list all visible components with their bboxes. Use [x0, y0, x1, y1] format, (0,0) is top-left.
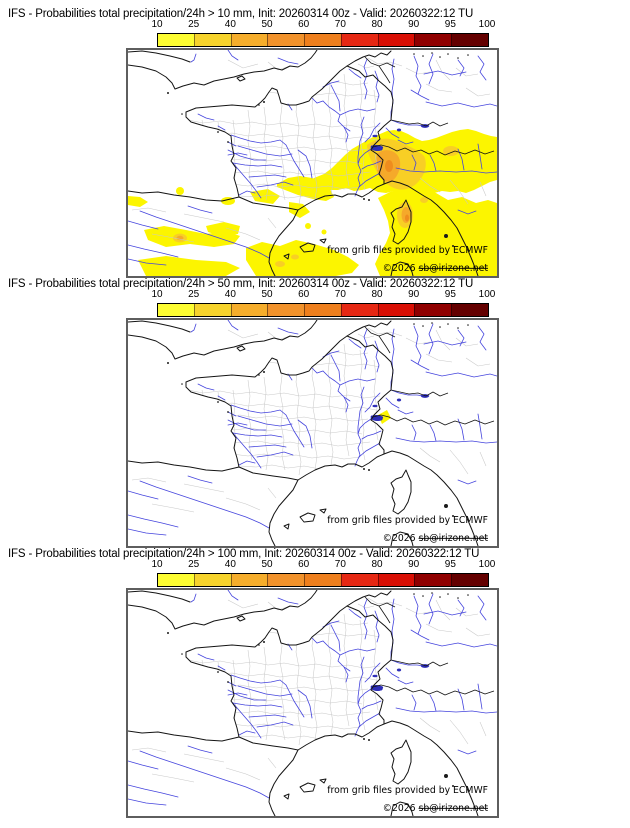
colorbar-tick-label: 50: [261, 19, 273, 30]
colorbar: [157, 33, 489, 47]
colorbar-tick-label: 10: [151, 19, 163, 30]
colorbar-segment: [304, 34, 341, 46]
basemap-instance: [128, 590, 497, 816]
colorbar-segment: [340, 574, 378, 586]
colorbar-segment: [451, 34, 489, 46]
colorbar-tick-label: 40: [224, 289, 236, 300]
colorbar: [157, 303, 489, 317]
colorbar-tick-label: 70: [334, 19, 346, 30]
colorbar-segment: [377, 574, 415, 586]
colorbar-segment: [304, 574, 341, 586]
colorbar-tick-label: 25: [188, 559, 200, 570]
colorbar-ticks: 10 25 40 50 60 70 80 90 95 100: [151, 19, 495, 31]
colorbar-segment: [377, 34, 415, 46]
colorbar-tick-label: 90: [408, 559, 420, 570]
map-precip-100mm: [126, 588, 499, 818]
precipitation-areas-layer: [378, 410, 391, 424]
colorbar-ticks: 10 25 40 50 60 70 80 90 95 100: [151, 289, 495, 301]
colorbar-segment: [193, 304, 231, 316]
colorbar-segment: [158, 34, 194, 46]
colorbar-tick-label: 70: [334, 289, 346, 300]
colorbar-tick-label: 10: [151, 289, 163, 300]
colorbar-segment: [451, 574, 489, 586]
colorbar-tick-label: 95: [444, 19, 456, 30]
colorbar-segment: [340, 34, 378, 46]
colorbar-tick-label: 80: [371, 19, 383, 30]
colorbar: [157, 573, 489, 587]
colorbar-tick-label: 90: [408, 289, 420, 300]
colorbar-tick-label: 60: [298, 559, 310, 570]
colorbar-segment: [414, 304, 452, 316]
colorbar-segment: [230, 304, 268, 316]
colorbar-segment: [304, 304, 341, 316]
colorbar-segment: [267, 574, 305, 586]
colorbar-segment: [267, 34, 305, 46]
colorbar-tick-label: 50: [261, 289, 273, 300]
colorbar-tick-label: 25: [188, 19, 200, 30]
basemap-instance: [128, 320, 497, 546]
colorbar-segment: [158, 304, 194, 316]
colorbar-tick-label: 40: [224, 559, 236, 570]
colorbar-tick-label: 60: [298, 19, 310, 30]
colorbar-tick-label: 100: [478, 19, 496, 30]
colorbar-tick-label: 50: [261, 559, 273, 570]
colorbar-ticks: 10 25 40 50 60 70 80 90 95 100: [151, 559, 495, 571]
colorbar-segment: [267, 304, 305, 316]
panel-title: IFS - Probabilities total precipitation/…: [8, 548, 480, 560]
colorbar-tick-label: 95: [444, 289, 456, 300]
colorbar-tick-label: 40: [224, 19, 236, 30]
panel-precip-50mm: IFS - Probabilities total precipitation/…: [0, 270, 630, 548]
colorbar-tick-label: 100: [478, 559, 496, 570]
colorbar-tick-label: 10: [151, 559, 163, 570]
colorbar-tick-label: 80: [371, 289, 383, 300]
panel-precip-10mm: IFS - Probabilities total precipitation/…: [0, 0, 630, 278]
colorbar-segment: [158, 574, 194, 586]
colorbar-segment: [340, 304, 378, 316]
colorbar-tick-label: 80: [371, 559, 383, 570]
colorbar-segment: [230, 34, 268, 46]
colorbar-tick-label: 100: [478, 289, 496, 300]
colorbar-tick-label: 25: [188, 289, 200, 300]
colorbar-tick-label: 95: [444, 559, 456, 570]
colorbar-segment: [193, 34, 231, 46]
colorbar-segment: [193, 574, 231, 586]
panel-title: IFS - Probabilities total precipitation/…: [8, 8, 474, 20]
panel-title: IFS - Probabilities total precipitation/…: [8, 278, 474, 290]
colorbar-segment: [414, 574, 452, 586]
colorbar-segment: [451, 304, 489, 316]
colorbar-tick-label: 60: [298, 289, 310, 300]
colorbar-tick-label: 90: [408, 19, 420, 30]
map-precip-50mm: [126, 318, 499, 548]
colorbar-segment: [377, 304, 415, 316]
panel-precip-100mm: IFS - Probabilities total precipitation/…: [0, 540, 630, 818]
colorbar-segment: [230, 574, 268, 586]
colorbar-tick-label: 70: [334, 559, 346, 570]
map-precip-10mm: [126, 48, 499, 278]
colorbar-segment: [414, 34, 452, 46]
